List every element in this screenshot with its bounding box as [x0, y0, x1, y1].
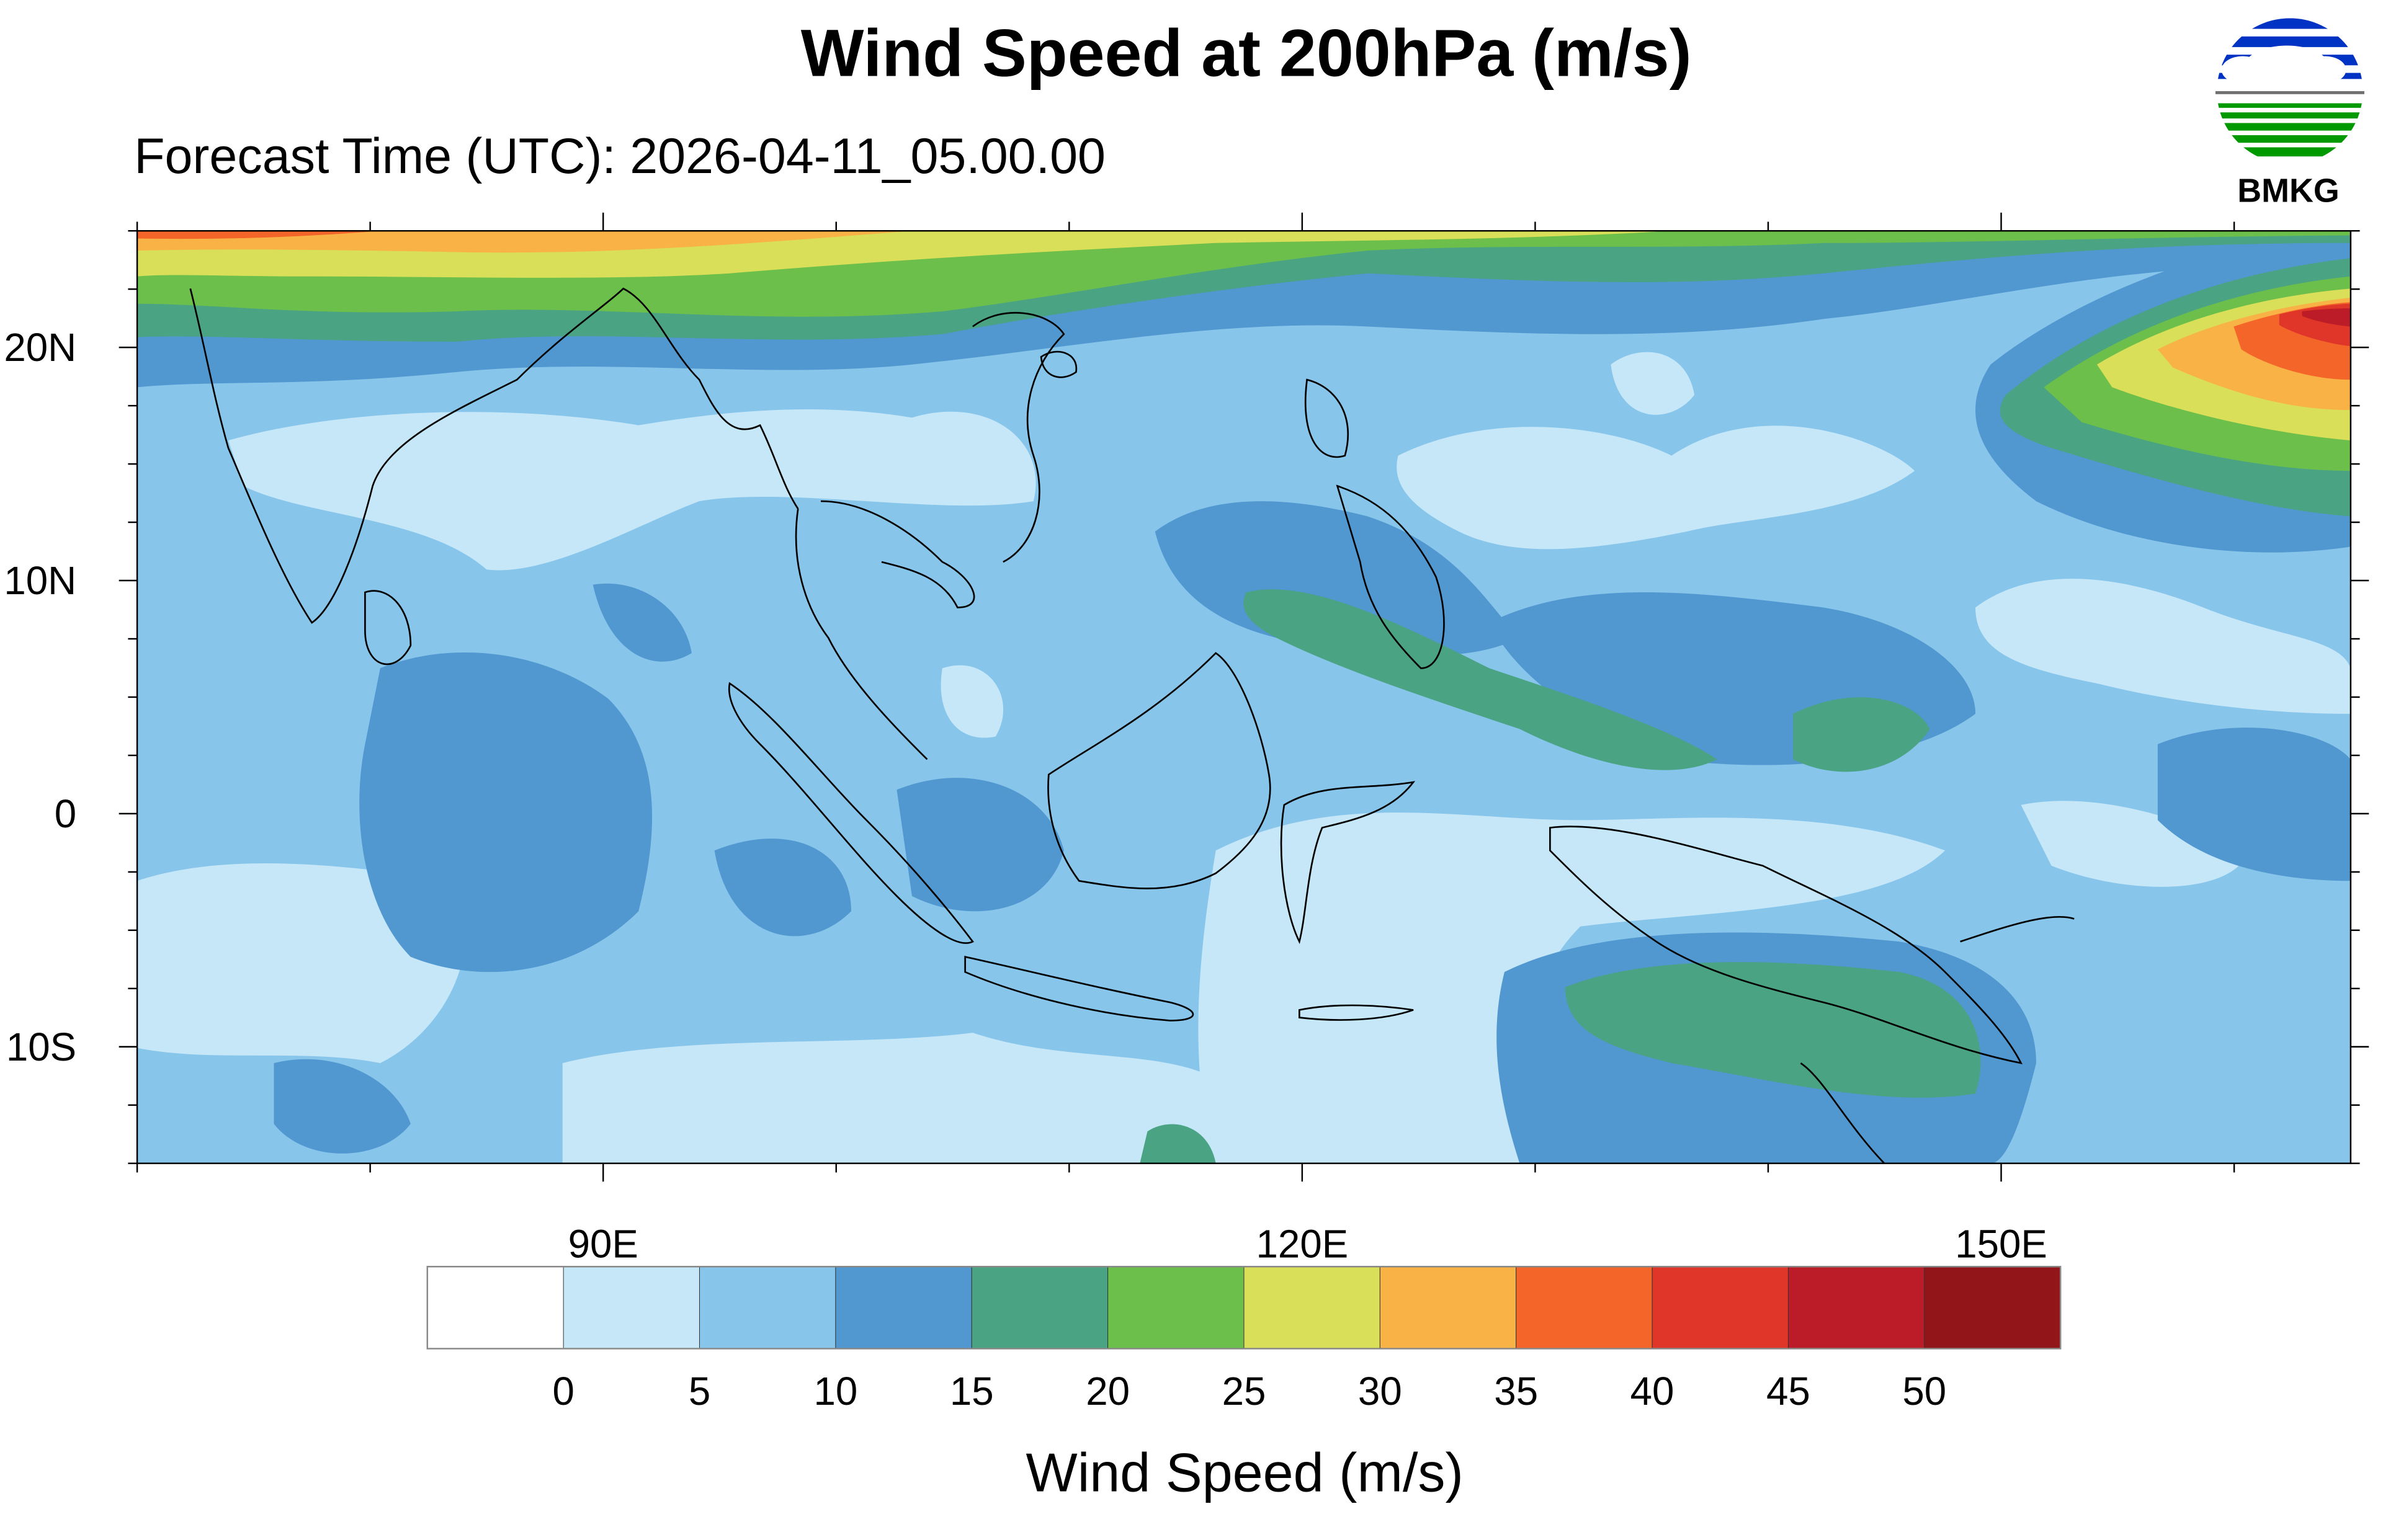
lat-tick-label: 10S	[6, 1025, 76, 1069]
lon-tick-label: 150E	[1955, 1222, 2047, 1266]
colorbar-title: Wind Speed (m/s)	[1026, 1442, 1464, 1503]
lon-tick-label: 120E	[1256, 1222, 1349, 1266]
colorbar-level-label: 5	[689, 1369, 710, 1413]
colorbar-box	[1652, 1266, 1789, 1349]
longitude-labels: 90E 120E 150E	[568, 1222, 2047, 1266]
colorbar-level-label: 35	[1494, 1369, 1538, 1413]
colorbar-level-label: 10	[813, 1369, 857, 1413]
colorbar-level-label: 40	[1630, 1369, 1674, 1413]
colorbar-box	[1787, 1266, 1925, 1349]
forecast-time-subtitle: Forecast Time (UTC): 2026-04-11_05.00.00	[134, 128, 1106, 184]
colorbar-level-label: 45	[1766, 1369, 1810, 1413]
colorbar-level-label: 30	[1358, 1369, 1402, 1413]
colorbar-level-label: 25	[1222, 1369, 1266, 1413]
bmkg-logo: BMKG	[2215, 18, 2364, 210]
colorbar-frame	[426, 1266, 2062, 1350]
colorbar-box	[1924, 1266, 2061, 1349]
lon-tick-label: 90E	[568, 1222, 638, 1266]
lat-tick-label: 0	[55, 792, 76, 836]
colorbar-box	[699, 1266, 836, 1349]
colorbar-box	[427, 1266, 564, 1349]
latitude-labels: 20N 10N 0 10S	[4, 326, 76, 1069]
colorbar-level-label: 15	[950, 1369, 994, 1413]
axis-ticks	[118, 212, 2369, 1182]
colorbar-box	[1243, 1266, 1380, 1349]
colorbar-box	[971, 1266, 1109, 1349]
wind-speed-field	[137, 231, 2351, 1164]
colorbar	[426, 1266, 2062, 1350]
colorbar-level-label: 50	[1902, 1369, 1946, 1413]
colorbar-box	[1516, 1266, 1653, 1349]
chart-title: Wind Speed at 200hPa (m/s)	[801, 15, 1692, 90]
colorbar-level-label: 0	[552, 1369, 574, 1413]
bmkg-logo-text: BMKG	[2237, 172, 2340, 210]
colorbar-labels: 0 5 10 15 20 25 30 35 40 45 50	[552, 1369, 1946, 1413]
colorbar-box	[563, 1266, 700, 1349]
lat-tick-label: 10N	[4, 559, 76, 603]
coastlines	[189, 287, 2075, 1164]
colorbar-box	[835, 1266, 972, 1349]
colorbar-box	[1107, 1266, 1245, 1349]
lat-tick-label: 20N	[4, 326, 76, 370]
colorbar-box	[1379, 1266, 1517, 1349]
colorbar-level-label: 20	[1086, 1369, 1130, 1413]
